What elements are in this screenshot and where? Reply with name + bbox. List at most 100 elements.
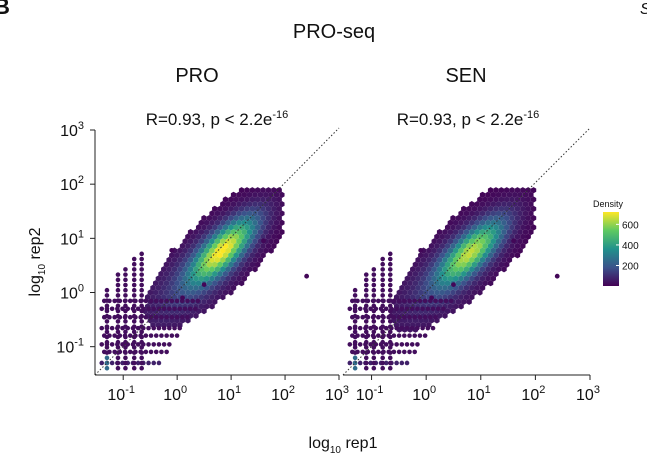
hexbin <box>257 247 264 254</box>
hexbin <box>217 252 223 259</box>
hexbin <box>233 270 239 278</box>
hexbin <box>393 294 400 301</box>
hexbin <box>458 266 464 273</box>
hexbin <box>399 294 405 301</box>
hexbin <box>222 242 229 250</box>
hexbin <box>493 233 499 240</box>
hexbin <box>139 324 144 329</box>
hexbin <box>517 210 523 217</box>
hexbin <box>495 191 502 198</box>
hexbin <box>115 365 121 371</box>
colorbar-ticks: 600 400 200 <box>616 220 639 273</box>
hexbin <box>206 252 213 259</box>
hexbin <box>363 329 369 335</box>
hexbin <box>246 219 253 226</box>
hexbin <box>471 215 478 222</box>
hexbin <box>495 256 502 264</box>
hexbin <box>190 242 196 250</box>
hexbin <box>249 224 256 231</box>
hexbin <box>418 280 424 287</box>
hexbin <box>423 270 429 278</box>
hexbin <box>220 294 226 301</box>
hexbin <box>376 333 381 338</box>
hexbin <box>479 219 486 226</box>
hexbin <box>530 187 537 194</box>
hexbin <box>163 270 170 278</box>
hexbin <box>159 298 164 304</box>
hexbin <box>509 242 515 250</box>
hexbin <box>517 247 523 254</box>
hexbin <box>455 298 462 305</box>
hexbin <box>276 233 282 240</box>
hexbin <box>479 238 486 245</box>
hexbin <box>387 282 393 288</box>
hexbin <box>501 238 507 245</box>
hexbin <box>195 261 202 268</box>
hexbin <box>387 293 393 298</box>
hexbin <box>431 284 437 291</box>
hexbin <box>139 350 144 355</box>
hexbin <box>363 345 369 350</box>
hexbin <box>204 228 210 236</box>
hexbin <box>474 201 480 208</box>
hexbin <box>436 312 443 319</box>
hexbin <box>450 289 456 296</box>
hexbin <box>506 191 513 198</box>
hexbin <box>209 247 215 254</box>
hexbin <box>260 215 266 222</box>
hexbin <box>474 228 480 236</box>
hexbin <box>410 266 416 273</box>
hexbin <box>212 252 218 259</box>
hexbin <box>380 365 386 371</box>
hexbin <box>380 256 386 262</box>
colorbar: Density 600 400 200 <box>593 199 639 286</box>
hexbin <box>458 219 464 226</box>
hexbin <box>158 270 164 278</box>
hexbin <box>504 242 510 250</box>
hexbin <box>139 251 144 257</box>
hexbin <box>139 334 144 340</box>
hexbin <box>151 306 157 312</box>
hexbin <box>463 275 470 282</box>
hexbin <box>190 280 196 287</box>
hexbin <box>504 215 510 222</box>
hexbin <box>127 314 133 320</box>
hexbin <box>238 233 245 240</box>
hexbin <box>501 201 507 208</box>
hexbin <box>171 294 178 301</box>
hexbin <box>455 280 462 287</box>
hexbin <box>418 247 424 253</box>
hexbin <box>201 233 207 240</box>
hexbin <box>453 256 459 264</box>
hexbin <box>220 284 226 291</box>
hexbin <box>469 294 475 301</box>
hexbin <box>115 303 121 309</box>
hexbin <box>167 342 172 347</box>
hexbin <box>511 238 516 244</box>
hexbin <box>498 224 505 231</box>
hexbin <box>220 201 226 208</box>
hexbin <box>447 275 454 282</box>
hexbin <box>104 303 110 309</box>
hexbin <box>177 275 183 282</box>
hexbin <box>461 224 467 231</box>
hexbin <box>193 256 199 264</box>
hexbin <box>263 219 269 226</box>
hexbin <box>530 215 537 222</box>
hexbin <box>198 266 204 273</box>
hexbin <box>177 284 183 291</box>
hexbin <box>209 228 215 236</box>
hexbin <box>399 284 405 291</box>
hexbin <box>131 360 137 366</box>
hexbin <box>396 289 402 296</box>
hexbin <box>352 355 358 361</box>
hexbin <box>209 238 215 245</box>
hexbin <box>439 280 445 287</box>
hexbin <box>123 339 128 345</box>
hexbin <box>482 270 488 278</box>
hexbin <box>479 191 486 198</box>
hexbin <box>169 252 175 259</box>
hexbin <box>434 261 440 268</box>
hexbin <box>172 325 177 331</box>
hexbin <box>271 215 277 222</box>
